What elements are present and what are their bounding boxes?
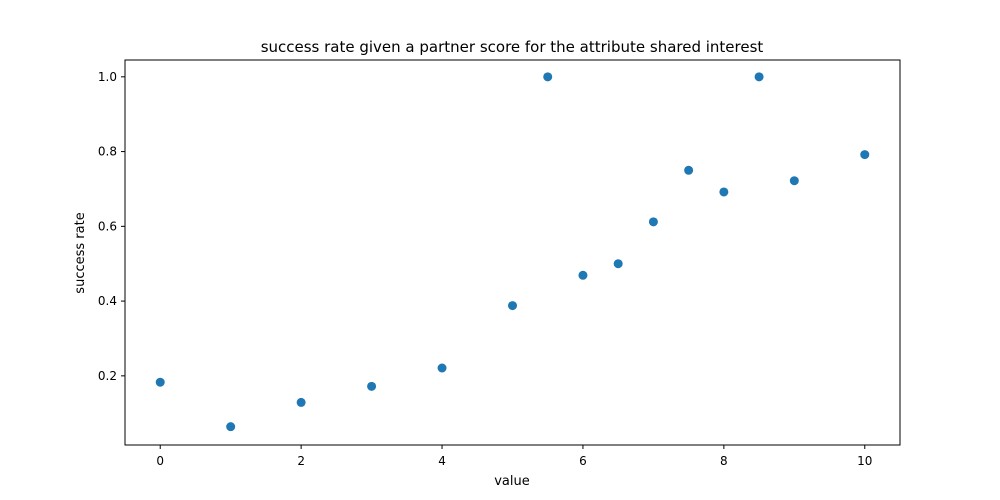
x-tick-label: 10 xyxy=(857,454,872,468)
data-point xyxy=(684,165,694,175)
data-point xyxy=(155,377,165,387)
x-tick-label: 6 xyxy=(579,454,587,468)
data-point xyxy=(543,72,553,82)
data-point xyxy=(719,187,729,197)
data-point xyxy=(578,270,588,280)
y-tick-label: 0.8 xyxy=(98,145,117,159)
x-tick-label: 2 xyxy=(297,454,305,468)
data-point xyxy=(296,397,306,407)
data-point xyxy=(860,150,870,160)
y-axis: 0.2 0.4 0.6 0.8 1.0 xyxy=(98,70,125,383)
x-tick-label: 0 xyxy=(156,454,164,468)
data-point xyxy=(613,259,623,269)
y-tick-label: 1.0 xyxy=(98,70,117,84)
chart-title: success rate given a partner score for t… xyxy=(261,38,764,56)
y-tick-label: 0.4 xyxy=(98,294,117,308)
data-point xyxy=(648,217,658,227)
x-tick-label: 4 xyxy=(438,454,446,468)
data-point xyxy=(367,381,377,391)
data-point xyxy=(754,72,764,82)
data-point xyxy=(508,301,517,311)
x-axis: 0 2 4 6 8 10 xyxy=(156,445,872,468)
x-tick-label: 8 xyxy=(720,454,728,468)
x-axis-label: value xyxy=(494,474,530,489)
y-tick-label: 0.6 xyxy=(98,219,117,233)
data-points xyxy=(155,72,870,432)
y-tick-label: 0.2 xyxy=(98,369,117,383)
data-point xyxy=(437,363,447,373)
plot-area-frame xyxy=(124,59,901,446)
data-point xyxy=(226,422,236,432)
y-axis-label: success rate xyxy=(73,212,88,293)
data-point xyxy=(789,176,799,186)
